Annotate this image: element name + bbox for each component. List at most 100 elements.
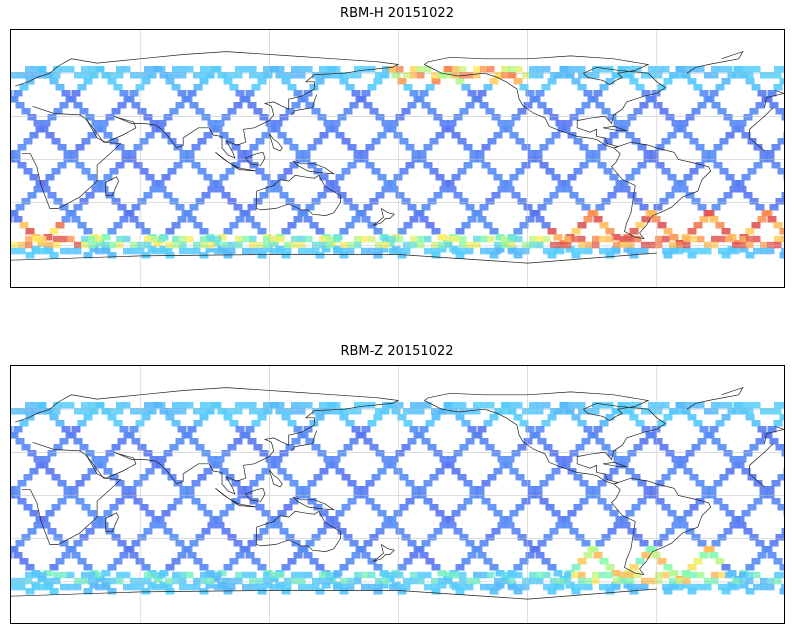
swath-cell	[299, 96, 309, 103]
swath-cell	[661, 474, 671, 481]
swath-cell	[613, 456, 623, 463]
swath-cell	[60, 583, 68, 591]
swath-cell	[545, 138, 555, 145]
swath-cell	[249, 498, 259, 505]
swath-cell	[333, 408, 343, 415]
swath-cell	[172, 235, 180, 243]
swath-cell	[129, 90, 139, 97]
swath-cell	[305, 402, 313, 409]
swath-cell	[445, 571, 453, 579]
swath-cell	[639, 204, 649, 211]
swath-cell	[683, 510, 693, 517]
swath-cell	[419, 90, 429, 97]
swath-cell	[211, 240, 221, 247]
swath-cell	[669, 234, 679, 241]
swath-cell	[353, 486, 363, 493]
swath-cell	[389, 120, 399, 127]
swath-cell	[519, 558, 529, 565]
swath-cell	[751, 558, 761, 565]
swath-cell	[361, 90, 371, 97]
swath-cell	[361, 426, 371, 433]
swath-cell	[439, 522, 449, 529]
swath-cell	[215, 456, 225, 463]
swath-cell	[489, 252, 499, 259]
swath-cell	[161, 510, 171, 517]
swath-cell	[487, 247, 495, 255]
swath-cell	[343, 108, 353, 115]
swath-cell	[737, 186, 747, 193]
swath-cell	[561, 126, 571, 133]
swath-cell	[74, 577, 82, 585]
swath-cell	[466, 408, 474, 415]
swath-cell	[437, 246, 447, 253]
swath-cell	[281, 252, 291, 259]
swath-cell	[745, 252, 755, 259]
swath-cell	[363, 204, 373, 211]
swath-cell	[354, 408, 362, 415]
swath-cell	[509, 174, 519, 181]
swath-cell	[781, 66, 784, 73]
swath-cell	[419, 426, 429, 433]
swath-cell	[445, 241, 453, 249]
swath-cell	[368, 235, 376, 243]
swath-cell	[381, 456, 391, 463]
swath-cell	[503, 462, 513, 469]
swath-cell	[11, 216, 13, 223]
swath-cell	[743, 450, 753, 457]
swath-cell	[779, 252, 784, 259]
swath-cell	[531, 96, 541, 103]
swath-cell	[107, 414, 117, 421]
swath-cell	[223, 564, 233, 571]
swath-cell	[309, 558, 319, 565]
swath-cell	[53, 577, 61, 585]
swath-cell	[201, 192, 211, 199]
swath-cell	[23, 138, 33, 145]
swath-cell	[369, 534, 379, 541]
swath-cell	[163, 114, 173, 121]
swath-cell	[711, 66, 719, 73]
swath-cell	[39, 462, 49, 469]
swath-cell	[311, 108, 321, 115]
swath-cell	[123, 546, 133, 553]
swath-cell	[359, 486, 369, 493]
swath-cell	[333, 247, 341, 255]
swath-cell	[291, 72, 299, 79]
swath-cell	[277, 235, 285, 243]
swath-cell	[235, 402, 243, 409]
swath-cell	[611, 234, 621, 241]
swath-cell	[319, 66, 327, 73]
swath-cell	[578, 72, 586, 79]
swath-cell	[676, 72, 684, 79]
swath-cell	[373, 588, 383, 595]
swath-cell	[223, 228, 233, 235]
swath-cell	[715, 222, 725, 229]
swath-cell	[11, 210, 17, 217]
swath-cell	[293, 552, 303, 559]
swath-cell	[137, 583, 145, 591]
swath-cell	[172, 241, 180, 249]
swath-cell	[141, 252, 151, 259]
swath-cell	[271, 126, 281, 133]
swath-cell	[781, 192, 784, 199]
swath-cell	[718, 402, 726, 409]
swath-cell	[473, 571, 481, 579]
swath-cell	[333, 235, 341, 243]
swath-cell	[737, 120, 747, 127]
swath-cell	[466, 583, 474, 591]
swath-cell	[662, 247, 670, 255]
swath-cell	[541, 84, 551, 91]
swath-cell	[32, 571, 40, 579]
swath-cell	[697, 66, 705, 73]
swath-cell	[165, 408, 173, 415]
swath-cell	[111, 198, 121, 205]
swath-cell	[452, 235, 460, 243]
swath-cell	[483, 84, 493, 91]
swath-cell	[739, 582, 749, 589]
swath-cell	[459, 402, 467, 409]
swath-cell	[186, 66, 194, 73]
swath-cell	[259, 528, 269, 535]
swath-cell	[499, 180, 509, 187]
swath-cell	[207, 72, 215, 79]
swath-cell	[543, 534, 553, 541]
swath-cell	[704, 408, 712, 415]
